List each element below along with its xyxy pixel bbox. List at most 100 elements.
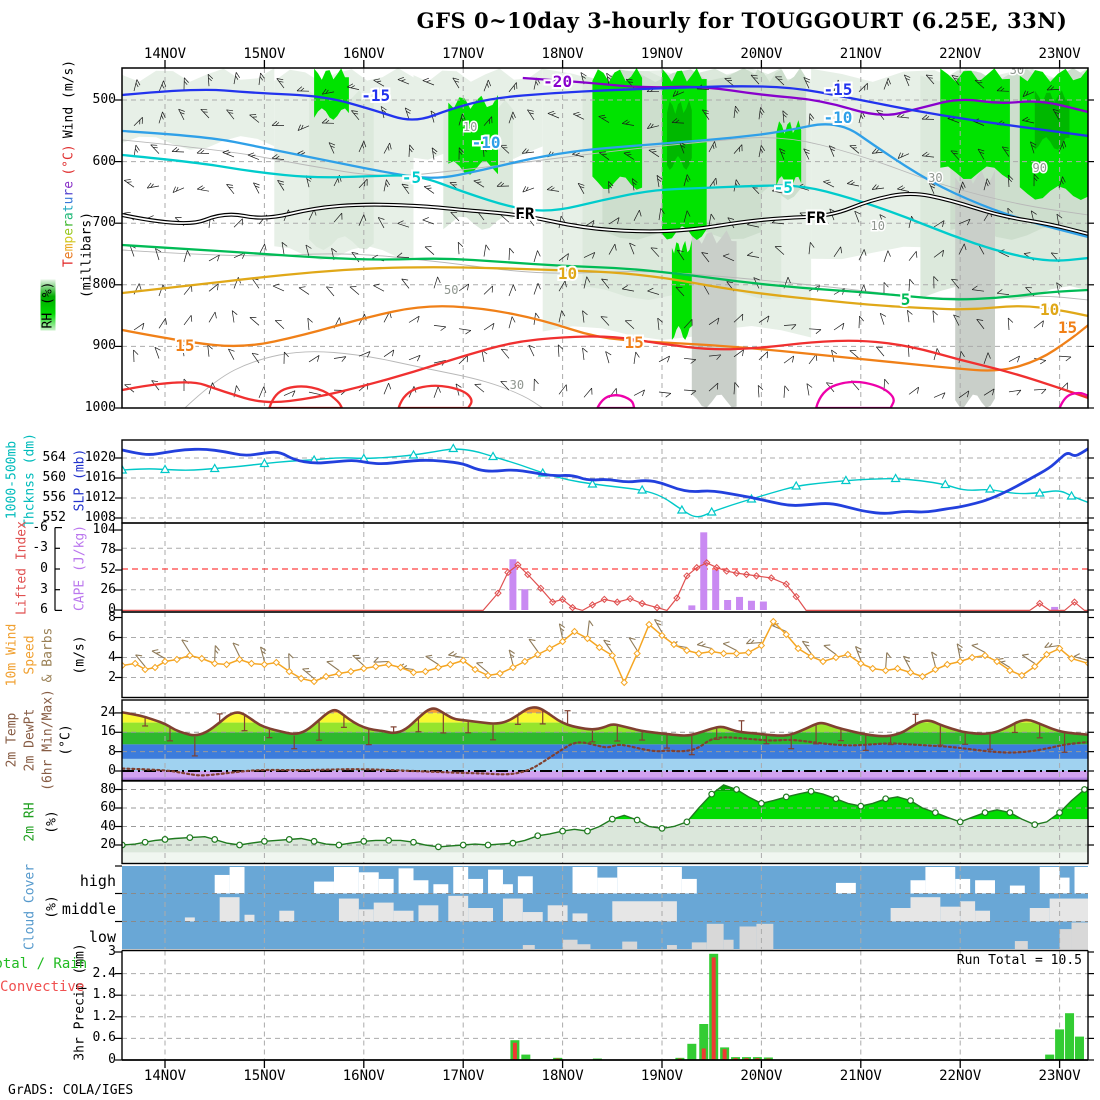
date-label-top: 22NOV <box>939 46 982 62</box>
axis-title-t2_2: 2m DewPt <box>22 708 38 772</box>
tick-label: 78 <box>100 542 116 558</box>
tick-label: 6 <box>108 629 116 645</box>
svg-text:5: 5 <box>901 290 911 309</box>
axis-title-temperature: Temperature <box>61 180 77 268</box>
tick-label: 1012 <box>84 490 116 505</box>
date-label-bottom: 15NOV <box>243 1068 286 1084</box>
date-label-top: 14NOV <box>143 46 187 62</box>
axis-title-t2_3: (6hr Min/Max) <box>40 689 56 791</box>
svg-text:10: 10 <box>463 120 477 134</box>
tick-label: 556 <box>42 490 66 505</box>
tick-label: 800 <box>92 276 116 292</box>
axis-title-wind_ms: Wind (m/s) <box>61 59 77 139</box>
tick-label: 52 <box>100 562 116 577</box>
axis-title-cloud_pct: (%) <box>44 895 60 919</box>
axis-title-total_rain: Total / Rain <box>0 956 88 972</box>
tick-label: 900 <box>92 338 116 354</box>
svg-text:50: 50 <box>444 283 458 297</box>
date-label-bottom: 17NOV <box>442 1068 485 1084</box>
axis-title-cape: CAPE (J/kg) <box>72 524 88 612</box>
tick-label: 0 <box>108 602 116 617</box>
tick-label: 1000 <box>84 400 116 415</box>
tick-label: -3 <box>32 540 48 556</box>
cloud-row-label: low <box>88 928 116 946</box>
svg-text:FR: FR <box>515 204 535 223</box>
date-label-top: 15NOV <box>243 46 286 62</box>
date-label-top: 16NOV <box>342 46 385 62</box>
tick-label: 16 <box>100 724 116 740</box>
axis-title-thk1: 1000-500mb <box>4 440 20 520</box>
svg-text:-15: -15 <box>361 86 390 105</box>
tick-label: -6 <box>32 519 48 535</box>
svg-text:15: 15 <box>1058 318 1077 337</box>
date-label-bottom: 21NOV <box>839 1068 882 1084</box>
svg-text:-20: -20 <box>543 72 572 91</box>
svg-text:-10: -10 <box>823 108 852 127</box>
tick-label: 20 <box>100 837 116 852</box>
date-label-bottom: 23NOV <box>1038 1068 1081 1084</box>
svg-text:-5: -5 <box>402 168 421 187</box>
axis-title-t2_1: 2m Temp <box>4 712 20 768</box>
tick-label: 80 <box>100 781 116 797</box>
axis-title-cloud: Cloud Cover <box>22 863 38 951</box>
axis-title-w10_2: Speed <box>22 635 38 675</box>
tick-label: 24 <box>100 704 116 720</box>
date-label-top: 17NOV <box>442 46 485 62</box>
axis-title-li: Lifted Index <box>14 521 30 615</box>
tick-label: 500 <box>92 92 116 107</box>
tick-label: 1008 <box>84 510 116 525</box>
cloud-row-label: middle <box>61 900 116 918</box>
axis-title-degc: (°C) <box>61 144 77 176</box>
tick-label: 0.6 <box>92 1030 116 1046</box>
run-total-label: Run Total = 10.5 <box>956 953 1082 968</box>
tick-label: 2 <box>108 669 116 685</box>
axis-title-w10_3: & Barbs <box>40 627 56 683</box>
tick-label: 1016 <box>84 470 116 485</box>
axis-title-rh_pct: RH (%) <box>40 279 56 331</box>
svg-text:-10: -10 <box>472 133 501 152</box>
tick-label: 4 <box>108 649 116 665</box>
tick-label: 0 <box>108 763 116 778</box>
axis-title-rh2_pct: (%) <box>44 810 60 834</box>
tick-label: 8 <box>108 609 116 625</box>
svg-text:30: 30 <box>510 378 524 392</box>
tick-label: 1.8 <box>92 987 116 1003</box>
date-label-bottom: 14NOV <box>143 1068 187 1084</box>
tick-label: 6 <box>40 602 48 618</box>
svg-text:-5: -5 <box>774 178 793 197</box>
tick-label: 560 <box>42 470 66 485</box>
axis-title-thk2: Thcknss (dm) <box>22 433 38 527</box>
axis-title-convective: Convective <box>0 979 85 995</box>
date-label-bottom: 16NOV <box>342 1068 385 1084</box>
date-label-top: 18NOV <box>541 46 584 62</box>
date-label-top: 20NOV <box>740 46 783 62</box>
date-label-top: 21NOV <box>839 46 882 62</box>
svg-text:30: 30 <box>928 171 942 185</box>
tick-label: 104 <box>92 522 116 538</box>
svg-text:10: 10 <box>870 219 884 233</box>
tick-label: 60 <box>100 800 116 815</box>
tick-label: 700 <box>92 215 116 231</box>
axis-title-millibars: (millibars) <box>79 211 95 299</box>
axis-title-rh2: 2m RH <box>22 802 38 842</box>
svg-text:FR: FR <box>806 208 826 227</box>
svg-text:30: 30 <box>1010 63 1024 77</box>
grads-footer: GrADS: COLA/IGES <box>8 1083 134 1098</box>
tick-label: 0 <box>40 561 48 576</box>
date-label-bottom: 19NOV <box>640 1068 684 1084</box>
tick-label: 2.4 <box>92 965 116 981</box>
svg-text:90: 90 <box>1032 161 1046 175</box>
tick-label: 1020 <box>84 450 116 465</box>
svg-text:15: 15 <box>175 336 194 355</box>
date-label-top: 23NOV <box>1038 46 1081 62</box>
tick-label: 552 <box>42 510 66 525</box>
axis-title-w10_1: 10m Wind <box>4 623 20 687</box>
tick-label: 1.2 <box>92 1008 116 1024</box>
svg-text:10: 10 <box>1040 300 1059 319</box>
chart-title: GFS 0~10day 3-hourly for TOUGGOURT (6.25… <box>416 8 1068 33</box>
axis-title-w10_ms: (m/s) <box>72 635 88 675</box>
svg-text:-15: -15 <box>823 80 852 99</box>
tick-label: 40 <box>100 818 116 834</box>
